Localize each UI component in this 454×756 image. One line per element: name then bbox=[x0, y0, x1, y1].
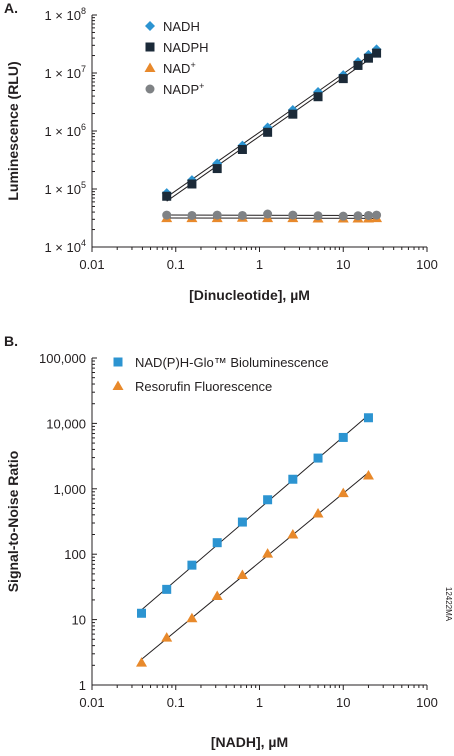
data-point bbox=[162, 584, 172, 594]
data-point bbox=[237, 517, 247, 527]
data-point bbox=[338, 432, 348, 442]
y-axis-title: Signal-to-Noise Ratio bbox=[5, 451, 21, 593]
data-point bbox=[372, 48, 382, 58]
data-point bbox=[162, 210, 172, 220]
y-axis-title: Luminescence (RLU) bbox=[5, 61, 21, 200]
y-tick-label: 1 × 107 bbox=[44, 64, 86, 81]
y-tick-label: 100,000 bbox=[39, 351, 86, 366]
data-point bbox=[312, 507, 324, 518]
y-tick-label: 1,000 bbox=[53, 482, 86, 497]
data-point bbox=[362, 469, 374, 480]
data-point bbox=[236, 569, 248, 580]
x-tick-label: 0.1 bbox=[167, 257, 185, 272]
data-point bbox=[263, 495, 273, 505]
data-point bbox=[353, 60, 363, 70]
x-tick-label: 100 bbox=[416, 257, 438, 272]
fit-line bbox=[141, 414, 369, 611]
data-point bbox=[288, 474, 298, 484]
data-point bbox=[187, 179, 197, 189]
x-tick-label: 0.1 bbox=[167, 695, 185, 710]
legend-marker bbox=[112, 380, 124, 390]
data-point bbox=[353, 211, 363, 221]
legend-label: NAD(P)H-Glo™ Bioluminescence bbox=[135, 355, 329, 370]
y-tick-label: 1 bbox=[79, 678, 86, 693]
x-tick-label: 1 bbox=[256, 695, 263, 710]
data-point bbox=[262, 548, 274, 558]
data-point bbox=[187, 560, 197, 570]
y-tick-label: 1 × 104 bbox=[44, 238, 86, 255]
legend-marker bbox=[113, 357, 123, 367]
data-point bbox=[237, 210, 247, 220]
data-point bbox=[237, 144, 247, 154]
data-point bbox=[337, 487, 349, 498]
data-point bbox=[363, 413, 373, 423]
y-tick-label: 10,000 bbox=[46, 416, 86, 431]
data-point bbox=[363, 53, 373, 63]
x-axis-title: [NADH], µM bbox=[211, 734, 288, 750]
data-point bbox=[211, 590, 223, 600]
legend-label: NADH bbox=[163, 19, 200, 34]
data-point bbox=[313, 92, 323, 102]
data-point bbox=[313, 453, 323, 463]
data-point bbox=[338, 74, 348, 84]
data-point bbox=[187, 210, 197, 220]
data-point bbox=[287, 529, 299, 539]
legend-marker bbox=[145, 21, 155, 31]
legend-label: NADPH bbox=[163, 40, 209, 55]
data-point bbox=[288, 210, 298, 220]
y-tick-label: 1 × 108 bbox=[44, 6, 86, 23]
panel-a: A. 0.01 0.1 1 10 100 1 × 104 1 × 105 1 × 106 1 × … bbox=[4, 0, 438, 303]
data-point bbox=[313, 211, 323, 221]
figure-code: 12422MA bbox=[444, 587, 453, 622]
legend-marker bbox=[145, 84, 155, 94]
data-point bbox=[288, 109, 298, 119]
x-tick-label: 0.01 bbox=[79, 695, 104, 710]
y-tick-label: 100 bbox=[64, 547, 86, 562]
data-point bbox=[263, 127, 273, 137]
panel-label: A. bbox=[4, 0, 18, 16]
data-point bbox=[186, 612, 198, 623]
data-point bbox=[263, 209, 273, 219]
data-point bbox=[338, 211, 348, 221]
y-tick-label: 1 × 106 bbox=[44, 122, 86, 139]
y-tick-label: 1 × 105 bbox=[44, 180, 86, 197]
legend-label: Resorufin Fluorescence bbox=[135, 379, 272, 394]
data-point bbox=[363, 210, 373, 220]
x-tick-label: 10 bbox=[336, 695, 350, 710]
legend-marker bbox=[145, 42, 155, 52]
x-tick-label: 10 bbox=[336, 257, 350, 272]
fit-line bbox=[141, 472, 369, 660]
x-axis-title: [Dinucleotide], µM bbox=[189, 287, 310, 303]
y-tick-label: 10 bbox=[72, 613, 86, 628]
data-point bbox=[212, 538, 222, 548]
panel-b: B. 0.01 0.1 1 10 100 1 10 100 1,000 10,000 100,000 [… bbox=[4, 333, 438, 750]
data-point bbox=[136, 657, 148, 667]
data-point bbox=[162, 191, 172, 201]
legend-label: NADP+ bbox=[163, 81, 204, 97]
data-point bbox=[137, 608, 147, 618]
legend-marker bbox=[144, 62, 156, 72]
data-point bbox=[372, 210, 382, 220]
legend-label: NAD+ bbox=[163, 60, 196, 76]
x-tick-label: 100 bbox=[416, 695, 438, 710]
data-point bbox=[212, 210, 222, 220]
x-tick-label: 1 bbox=[256, 257, 263, 272]
data-point bbox=[161, 632, 173, 642]
panel-label: B. bbox=[4, 333, 18, 349]
x-tick-label: 0.01 bbox=[79, 257, 104, 272]
data-point bbox=[212, 164, 222, 174]
